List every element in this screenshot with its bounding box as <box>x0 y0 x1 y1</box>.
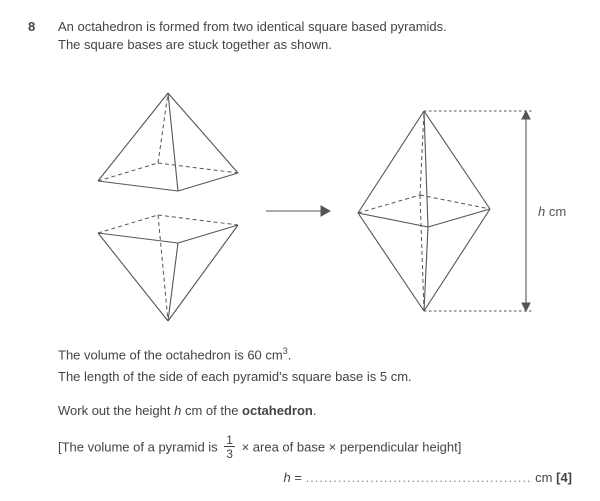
volume-text-b: . <box>288 347 292 362</box>
arrow-icon <box>266 206 330 216</box>
hint-line: [The volume of a pyramid is 13 × area of… <box>58 435 572 461</box>
instruction-a: Work out the height <box>58 403 174 418</box>
octahedron-icon <box>358 111 490 311</box>
svg-text:h cm: h cm <box>538 204 566 219</box>
fraction-icon: 13 <box>224 434 235 460</box>
diagram-area: h cm <box>28 63 572 333</box>
answer-blank: ........................................… <box>306 470 532 485</box>
answer-eq: = <box>291 470 306 485</box>
intro-line-2: The square bases are stuck together as s… <box>58 36 447 54</box>
top-pyramid-icon <box>98 93 238 191</box>
question-number: 8 <box>28 18 42 53</box>
fraction-num: 1 <box>224 434 235 446</box>
instruction-bold: octahedron <box>242 403 313 418</box>
base-line: The length of the side of each pyramid's… <box>58 368 572 386</box>
marks-label: [4] <box>556 470 572 485</box>
octahedron-diagram: h cm <box>28 63 572 333</box>
instruction-line: Work out the height h cm of the octahedr… <box>58 402 572 420</box>
question-intro: An octahedron is formed from two identic… <box>58 18 447 53</box>
intro-line-1: An octahedron is formed from two identic… <box>58 18 447 36</box>
instruction-c: . <box>313 403 317 418</box>
fraction-den: 3 <box>224 446 235 460</box>
volume-text-a: The volume of the octahedron is 60 cm <box>58 347 283 362</box>
height-measure-icon: h cm <box>424 111 566 311</box>
instruction-b: cm of the <box>181 403 242 418</box>
answer-var: h <box>284 470 291 485</box>
answer-row: h = ....................................… <box>0 469 572 487</box>
hint-open: [The volume of a pyramid is <box>58 440 221 455</box>
answer-unit: cm <box>532 470 557 485</box>
height-label-unit: cm <box>545 204 566 219</box>
hint-close: × area of base × perpendicular height] <box>238 440 461 455</box>
bottom-pyramid-icon <box>98 215 238 321</box>
height-label-var: h <box>538 204 545 219</box>
volume-line: The volume of the octahedron is 60 cm3. <box>58 345 572 364</box>
